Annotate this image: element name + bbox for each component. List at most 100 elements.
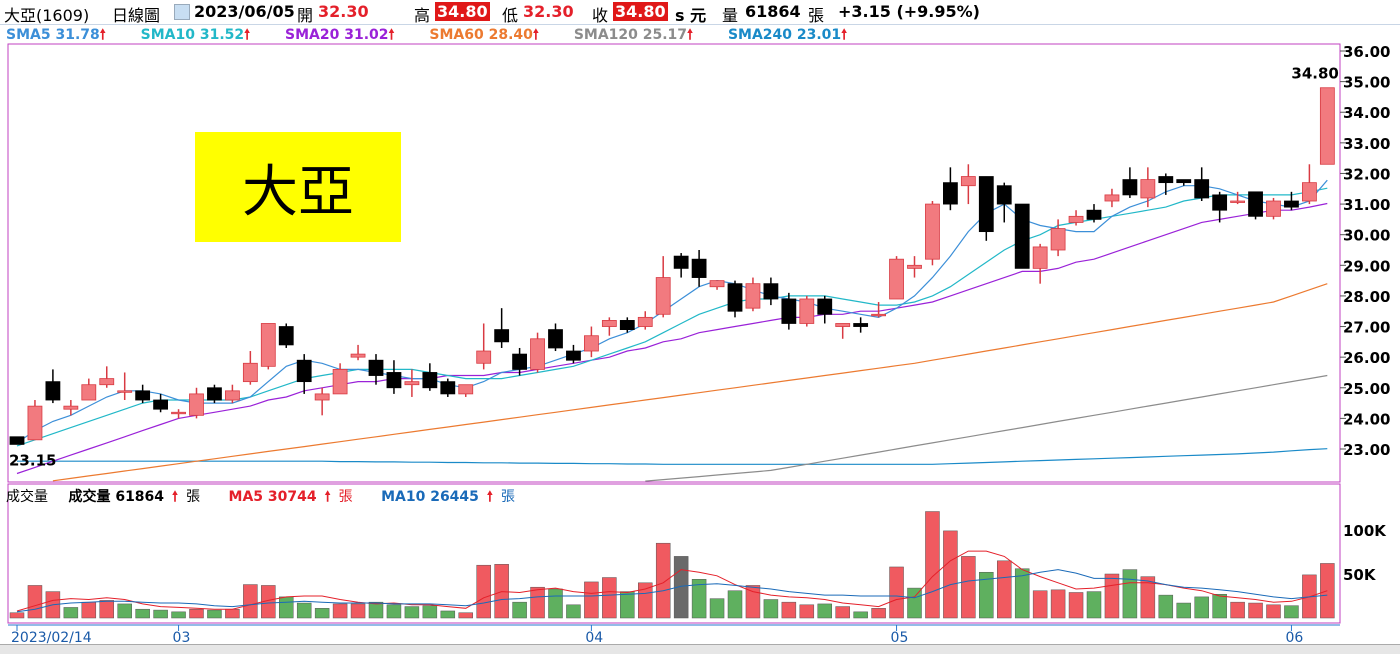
volume-bar — [709, 598, 725, 619]
volume-bar — [512, 601, 527, 619]
volume-bar — [889, 566, 904, 619]
volume-bar — [279, 596, 294, 619]
volume-bar — [135, 608, 150, 619]
candle-body — [81, 384, 97, 401]
candle-body — [745, 283, 761, 309]
date-label: 06 — [1285, 630, 1303, 644]
volume-bar — [1194, 596, 1209, 619]
price-tick-label: 23.00 — [1343, 441, 1390, 459]
vol-ma5-legend: MA5 30744 🠕 張 — [228, 489, 353, 505]
candle-body — [1302, 182, 1317, 202]
volume-bar — [1104, 573, 1120, 619]
candle-body — [817, 298, 833, 315]
candle-body — [925, 203, 940, 260]
high-label: 高 — [414, 6, 431, 25]
volume-tick-label: 100K — [1343, 522, 1387, 540]
candle-body — [799, 298, 815, 324]
sma120-legend: SMA120 25.17🠕 — [573, 27, 694, 43]
volume-bar — [1212, 593, 1227, 619]
volume-bar — [404, 606, 420, 619]
candle-body — [1158, 176, 1174, 184]
candle-body — [332, 368, 348, 395]
quote-date: 2023/06/05 — [194, 2, 295, 21]
candle-body — [889, 258, 904, 300]
volume-bar — [691, 579, 707, 619]
vol-ma5-line — [16, 550, 1328, 612]
candle-body — [512, 353, 527, 370]
price-annotation: 34.80 — [1291, 65, 1338, 83]
volume-legend: 成交量 成交量 61864 🠕 張 MA5 30744 🠕 張 MA10 26445 🠕 張 — [6, 486, 531, 510]
candle-body — [566, 350, 581, 361]
volume-bar — [27, 585, 43, 619]
candle-body — [727, 283, 743, 312]
sma20-line — [16, 202, 1328, 475]
date-label: 04 — [585, 630, 603, 644]
candle-body — [1212, 194, 1228, 211]
volume-bar — [871, 608, 886, 619]
volume-bar — [458, 612, 473, 619]
candle-body — [189, 393, 204, 416]
price-tick-label: 30.00 — [1343, 227, 1390, 245]
volume-bar — [1176, 602, 1191, 619]
candle-body — [278, 326, 294, 346]
candle-body — [1140, 179, 1156, 199]
sma5-line — [16, 179, 1328, 444]
candle-body — [584, 335, 599, 352]
candle-body — [350, 353, 366, 358]
candle-body — [1014, 203, 1030, 269]
period-label: 日線圖 — [112, 6, 161, 25]
volume-bar — [1032, 590, 1048, 619]
volume-bar — [189, 608, 204, 619]
high-value: 34.80 — [435, 2, 490, 21]
stock-name-box: 大亞 — [195, 132, 401, 242]
candle-body — [1284, 200, 1299, 208]
sma60-legend: SMA60 28.40🠕 — [429, 27, 539, 43]
close-value: 34.80 — [613, 2, 668, 21]
candle-body — [476, 350, 492, 364]
scrollbar[interactable] — [0, 644, 1400, 654]
candle-body — [386, 372, 402, 389]
price-tick-label: 29.00 — [1343, 257, 1390, 275]
price-tick-label: 33.00 — [1343, 135, 1390, 153]
volume-bar — [386, 604, 402, 619]
sma120-line — [645, 374, 1328, 482]
candle-body — [1050, 228, 1066, 251]
open-label: 開 — [297, 6, 314, 25]
unit-label: s 元 — [675, 6, 707, 25]
candle-body — [1068, 215, 1084, 223]
volume-bar — [997, 560, 1012, 619]
period-dropdown[interactable] — [174, 4, 190, 20]
price-tick-label: 32.00 — [1343, 165, 1390, 183]
candle-body — [458, 384, 474, 395]
volume-bar — [1266, 604, 1281, 619]
price-tick-label: 25.00 — [1343, 380, 1390, 398]
volume-bar — [907, 587, 922, 619]
sma240-legend: SMA240 23.01🠕 — [727, 27, 848, 43]
volume-bar — [602, 577, 617, 619]
candle-body — [260, 323, 276, 367]
candle-body — [1122, 179, 1138, 196]
volume-legend-value: 成交量 61864 🠕 張 — [68, 489, 201, 505]
close-label: 收 — [592, 6, 609, 25]
volume-bar — [440, 610, 456, 619]
date-label: 2023/02/14 — [11, 630, 92, 644]
volume-bar — [350, 603, 366, 619]
candle-body — [440, 381, 456, 395]
volume-tick-label: 50K — [1343, 566, 1377, 584]
volume-bar — [584, 581, 599, 619]
candle-body — [171, 411, 186, 415]
sma10-legend: SMA10 31.52🠕 — [140, 27, 251, 43]
volume-bar — [799, 604, 815, 619]
stock-name: 大亞(1609) — [4, 6, 90, 25]
candle-body — [853, 323, 869, 327]
candle-body — [601, 320, 617, 327]
volume-bar — [1122, 569, 1138, 619]
candle-body — [1104, 194, 1120, 202]
candle-body — [871, 313, 886, 317]
volume-bar — [548, 588, 563, 619]
vol-ma10-legend: MA10 26445 🠕 張 — [381, 489, 515, 505]
price-tick-label: 26.00 — [1343, 349, 1390, 367]
volume-bar — [332, 603, 348, 619]
volume-bar — [296, 602, 312, 619]
